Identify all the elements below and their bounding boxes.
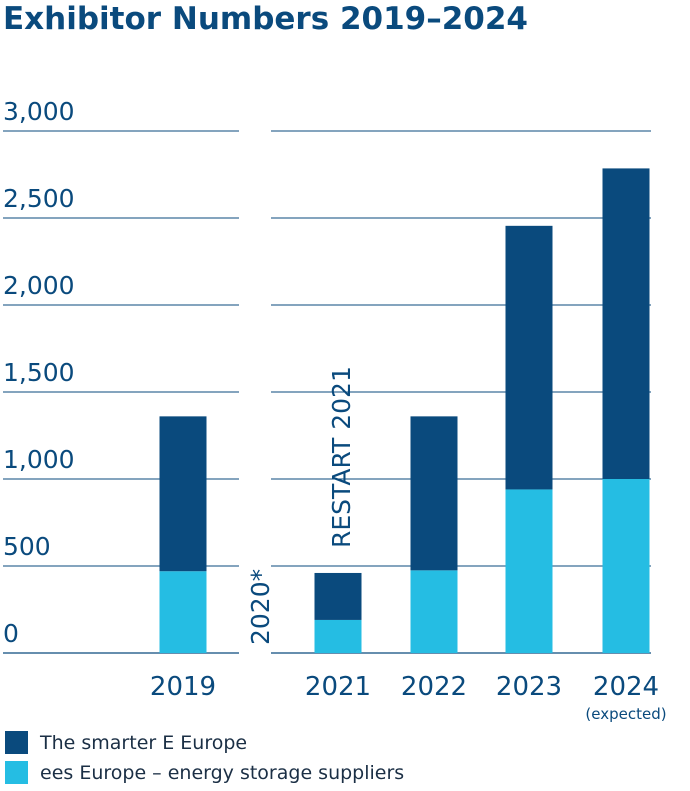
y-tick-label: 1,000 [3, 445, 75, 474]
annotation-2020: 2020* [246, 569, 275, 645]
bar-2019-ees [159, 571, 207, 653]
y-tick-label: 3,000 [3, 97, 75, 126]
x-tick-label: 2021 [305, 672, 371, 702]
annotation-restart-2021: RESTART 2021 [327, 366, 356, 548]
bar-layer [159, 168, 650, 653]
bar-2021-ees [314, 619, 362, 653]
legend-swatch-smarter-e [5, 731, 28, 754]
annotation-layer: 2020* RESTART 2021 [246, 366, 356, 645]
bar-2022-smarter-e [410, 416, 458, 571]
y-tick-label: 500 [3, 532, 51, 561]
bar-2023-smarter-e [505, 225, 553, 490]
x-tick-label: 2022 [401, 672, 467, 702]
bar-2021-smarter-e [314, 572, 362, 620]
y-tick-label: 0 [3, 619, 19, 648]
x-axis-labels: 2019 2021 2022 2023 2024 (expected) [150, 672, 667, 723]
legend-label-smarter-e: The smarter E Europe [39, 732, 247, 754]
grid-layer [3, 130, 651, 654]
x-tick-label: 2019 [150, 672, 216, 702]
bar-2022-ees [410, 570, 458, 653]
y-tick-label: 1,500 [3, 358, 75, 387]
bar-2024-ees [602, 479, 650, 653]
legend-swatch-ees [5, 761, 28, 784]
y-axis-ticks: 0 500 1,000 1,500 2,000 2,500 3,000 [3, 97, 75, 648]
bar-2024-smarter-e [602, 168, 650, 479]
x-tick-sublabel: (expected) [585, 705, 666, 723]
legend: The smarter E Europe ees Europe – energy … [5, 731, 404, 784]
bar-2023-ees [505, 489, 553, 653]
chart-title: Exhibitor Numbers 2019–2024 [3, 1, 528, 37]
bar-2019-smarter-e [159, 416, 207, 572]
x-tick-label: 2023 [496, 672, 562, 702]
x-tick-label: 2024 [593, 672, 659, 702]
y-tick-label: 2,500 [3, 184, 75, 213]
y-tick-label: 2,000 [3, 271, 75, 300]
legend-label-ees: ees Europe – energy storage suppliers [40, 762, 404, 784]
